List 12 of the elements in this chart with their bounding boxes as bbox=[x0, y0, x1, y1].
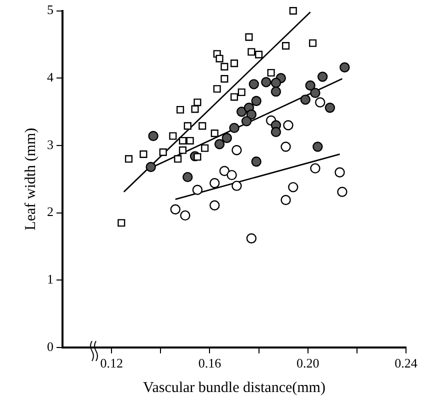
x-tick-label: 0.24 bbox=[394, 356, 418, 371]
x-tick-label: 0.16 bbox=[198, 356, 222, 371]
y-tick-label: 0 bbox=[47, 338, 54, 354]
y-axis-title: Leaf width (mm) bbox=[22, 128, 39, 230]
y-tick-label: 2 bbox=[47, 204, 54, 220]
y-tick-label: 5 bbox=[47, 2, 54, 18]
y-tick-label: 4 bbox=[47, 70, 54, 85]
y-tick-label: 1 bbox=[47, 272, 54, 286]
x-tick-label: 0.12 bbox=[100, 356, 123, 371]
x-axis-title: Vascular bundle distance(mm) bbox=[143, 380, 326, 396]
y-tick-label: 3 bbox=[47, 136, 54, 152]
x-tick-label: 0.20 bbox=[296, 356, 320, 371]
